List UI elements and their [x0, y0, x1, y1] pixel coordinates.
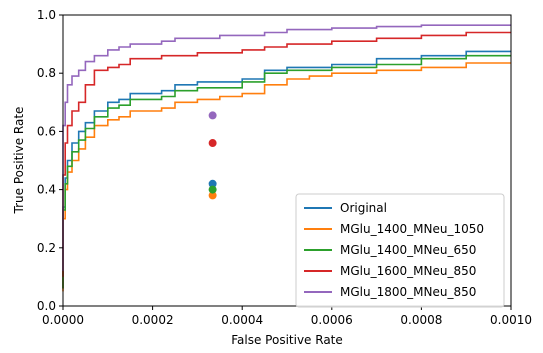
x-tick-label-0: 0.0000 [42, 313, 84, 327]
points-layer [208, 111, 217, 200]
x-tick-label-1: 0.0002 [132, 313, 174, 327]
series-line-0 [62, 50, 511, 289]
legend-label-2: MGlu_1400_MNeu_650 [340, 243, 476, 257]
series-line-2 [62, 54, 511, 289]
operating-point-3 [208, 139, 217, 148]
series-line-1 [62, 62, 511, 292]
x-axis-label: False Positive Rate [231, 333, 343, 347]
legend-label-4: MGlu_1800_MNeu_850 [340, 285, 476, 299]
legend-label-0: Original [340, 201, 387, 215]
y-tick-label-0: 0.0 [37, 299, 56, 313]
y-tick-label-1: 0.2 [37, 241, 56, 255]
operating-point-1 [208, 191, 217, 200]
x-axis-ticks: 0.0000 0.0002 0.0004 0.0006 0.0008 0.0010 [42, 306, 532, 327]
legend-box [295, 193, 505, 308]
y-tick-label-5: 1.0 [37, 8, 56, 22]
series-layer [62, 24, 511, 292]
legend: Original MGlu_1400_MNeu_1050 MGlu_1400_MNe… [295, 193, 505, 308]
operating-point-4 [208, 111, 217, 120]
legend-label-3: MGlu_1600_MNeu_850 [340, 264, 476, 278]
legend-label-1: MGlu_1400_MNeu_1050 [340, 222, 484, 236]
operating-point-2 [208, 185, 217, 194]
x-tick-label-4: 0.0008 [400, 313, 442, 327]
x-tick-label-3: 0.0006 [311, 313, 353, 327]
plot-frame [62, 14, 512, 307]
y-tick-label-3: 0.6 [37, 124, 56, 138]
y-tick-label-4: 0.8 [37, 66, 56, 80]
y-axis-label: True Positive Rate [12, 107, 26, 215]
x-tick-label-5: 0.0010 [490, 313, 532, 327]
y-axis-ticks: 0.0 0.2 0.4 0.6 0.8 1.0 [37, 8, 63, 313]
operating-point-0 [208, 179, 217, 188]
series-line-3 [62, 31, 511, 277]
y-tick-label-2: 0.4 [37, 183, 56, 197]
series-line-4 [62, 24, 511, 272]
x-tick-label-2: 0.0004 [221, 313, 263, 327]
